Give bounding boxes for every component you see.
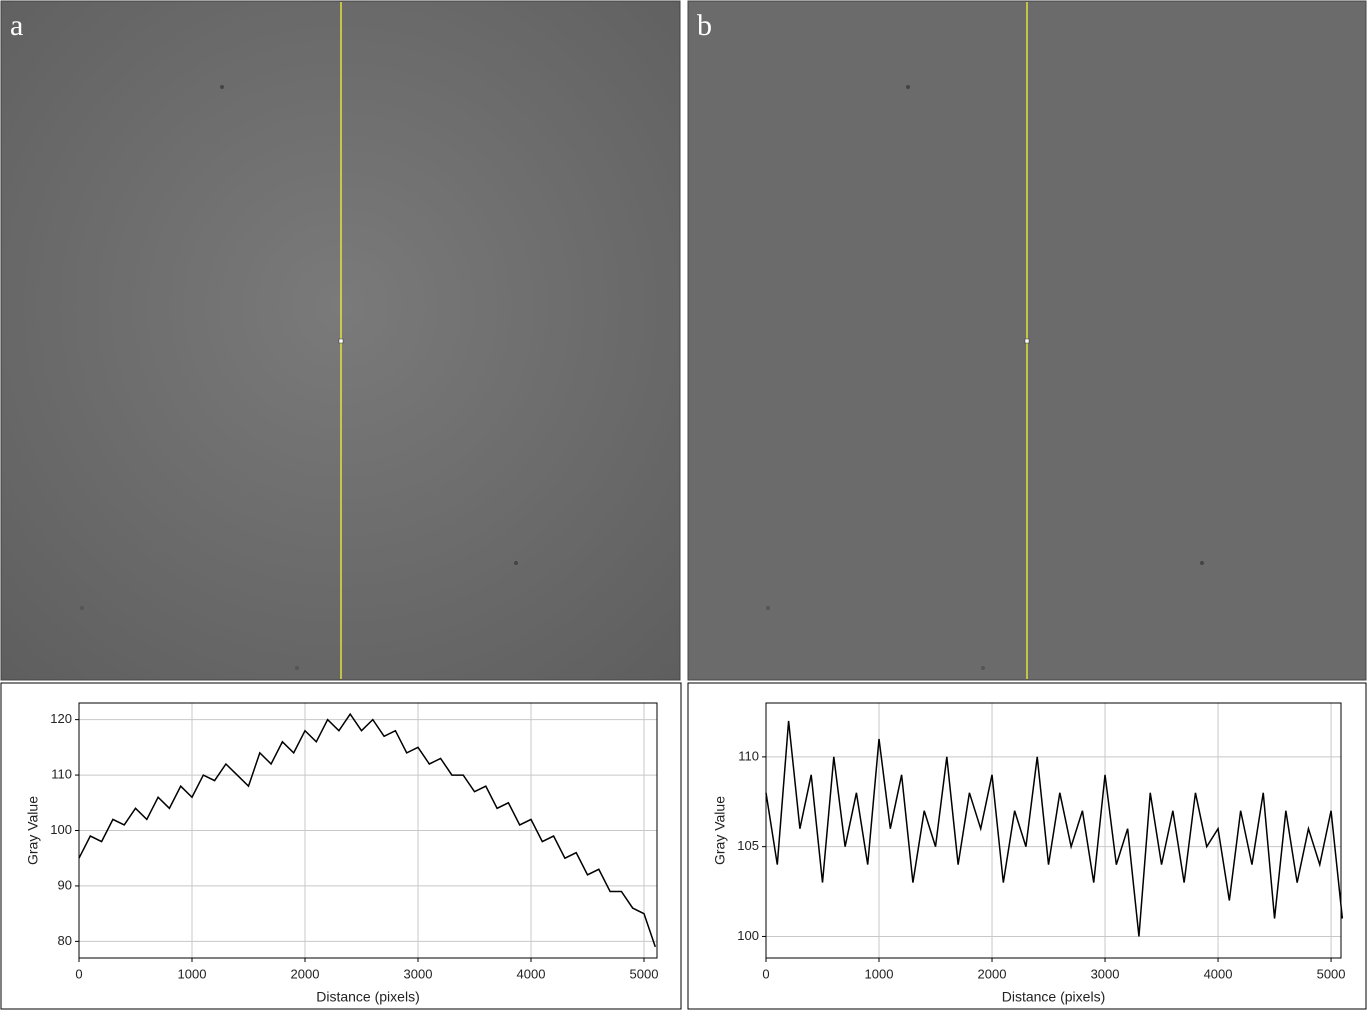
x-tick-label: 2000 [291, 966, 320, 981]
x-tick-label: 3000 [404, 966, 433, 981]
y-tick-label: 110 [51, 767, 72, 782]
x-tick-label: 2000 [978, 966, 1007, 981]
x-tick-label: 5000 [630, 966, 659, 981]
x-tick-label: 4000 [517, 966, 546, 981]
x-tick-label: 4000 [1204, 966, 1233, 981]
x-tick-label: 0 [75, 966, 82, 981]
y-tick-label: 105 [737, 838, 759, 853]
image-b: b [687, 0, 1367, 681]
x-tick-label: 1000 [865, 966, 894, 981]
x-tick-label: 5000 [1317, 966, 1346, 981]
data-line [78, 712, 657, 948]
x-tick-label: 3000 [1091, 966, 1120, 981]
x-axis-label: Distance (pixels) [316, 989, 419, 1005]
y-axis-label: Gray Value [712, 796, 728, 865]
y-axis-label: Gray Value [25, 796, 41, 865]
x-axis-label: Distance (pixels) [1002, 989, 1105, 1005]
plot-frame [78, 702, 658, 959]
y-tick-label: 80 [58, 933, 72, 948]
plot-frame [765, 702, 1342, 959]
image-a: a [0, 0, 681, 681]
y-tick-label: 110 [738, 748, 759, 763]
y-tick-label: 90 [58, 877, 72, 892]
x-tick-label: 1000 [178, 966, 207, 981]
data-line [765, 720, 1344, 937]
y-tick-label: 100 [50, 822, 72, 837]
y-tick-label: 120 [50, 711, 72, 726]
x-tick-label: 0 [762, 966, 769, 981]
panel-label: a [10, 9, 23, 42]
y-tick-label: 100 [737, 928, 759, 943]
panel-label: b [697, 9, 712, 42]
